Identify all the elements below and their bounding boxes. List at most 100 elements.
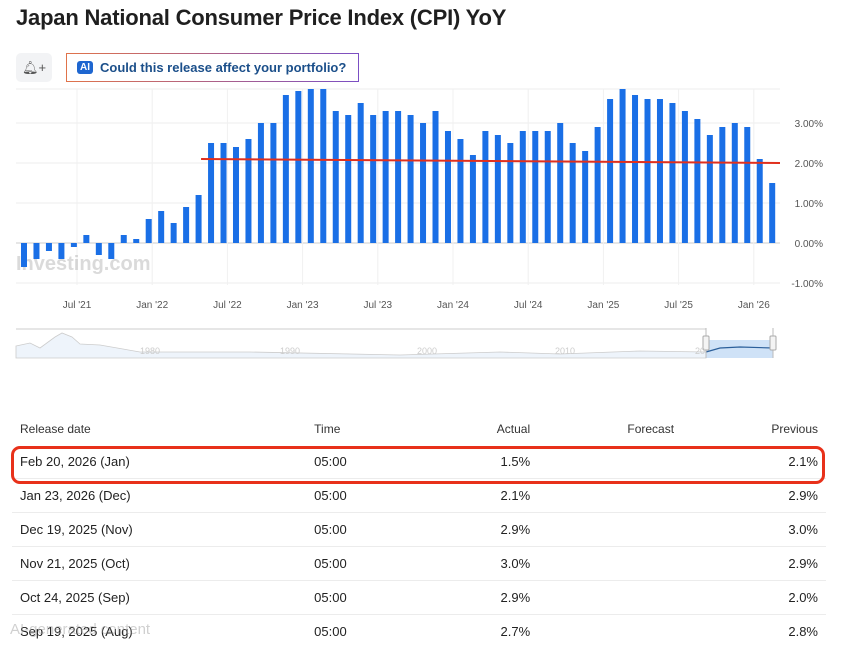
bar — [71, 243, 77, 247]
y-tick-label: 1.00% — [795, 199, 823, 210]
bar — [632, 95, 638, 243]
bar — [420, 123, 426, 243]
bar — [557, 123, 563, 243]
column-header: Forecast — [538, 412, 682, 445]
bar — [121, 235, 127, 243]
bar — [133, 239, 139, 243]
bar — [233, 147, 239, 243]
bar — [669, 103, 675, 243]
bar — [33, 243, 39, 259]
bar — [221, 143, 227, 243]
bar — [408, 115, 414, 243]
bar — [470, 155, 476, 243]
release-date-cell: Oct 24, 2025 (Sep) — [12, 581, 306, 615]
x-tick-label: Jul '25 — [664, 300, 693, 311]
bar — [96, 243, 102, 255]
column-header: Previous — [682, 412, 826, 445]
navigator-label: 2000 — [417, 346, 437, 356]
forecast-cell — [538, 581, 682, 615]
bar — [258, 123, 264, 243]
bar — [46, 243, 52, 251]
time-cell: 05:00 — [306, 513, 457, 547]
bar — [108, 243, 114, 259]
bar — [732, 123, 738, 243]
bar — [532, 131, 538, 243]
time-cell: 05:00 — [306, 581, 457, 615]
bar — [295, 91, 301, 243]
bar — [183, 207, 189, 243]
previous-cell: 2.0% — [682, 581, 826, 615]
bar — [270, 123, 276, 243]
time-cell: 05:00 — [306, 479, 457, 513]
bar — [482, 131, 488, 243]
forecast-cell — [538, 615, 682, 648]
x-tick-label: Jul '21 — [63, 300, 92, 311]
navigator-label: 20 — [695, 346, 705, 356]
actual-cell: 2.1% — [457, 479, 538, 513]
actual-cell: 3.0% — [457, 547, 538, 581]
x-tick-label: Jan '23 — [287, 300, 319, 311]
bar — [383, 111, 389, 243]
previous-cell: 2.9% — [682, 479, 826, 513]
bar — [507, 143, 513, 243]
bar — [370, 115, 376, 243]
bar — [358, 103, 364, 243]
navigator-label: 1980 — [140, 346, 160, 356]
actual-cell: 2.9% — [457, 513, 538, 547]
y-tick-label: 2.00% — [795, 159, 823, 170]
bar — [445, 131, 451, 243]
bar — [757, 159, 763, 243]
time-cell: 05:00 — [306, 445, 457, 479]
forecast-cell — [538, 547, 682, 581]
previous-cell: 3.0% — [682, 513, 826, 547]
previous-cell: 2.1% — [682, 445, 826, 479]
bar — [769, 183, 775, 243]
bar — [520, 131, 526, 243]
navigator-handle[interactable] — [770, 336, 776, 350]
navigator-label: 2010 — [555, 346, 575, 356]
bar — [308, 89, 314, 243]
bar — [570, 143, 576, 243]
bar — [595, 127, 601, 243]
bar — [345, 115, 351, 243]
x-tick-label: Jan '22 — [136, 300, 168, 311]
forecast-cell — [538, 479, 682, 513]
x-tick-label: Jul '23 — [364, 300, 393, 311]
bar — [283, 95, 289, 243]
bar — [694, 119, 700, 243]
bar — [545, 131, 551, 243]
release-date-cell: Nov 21, 2025 (Oct) — [12, 547, 306, 581]
release-date-cell: Dec 19, 2025 (Nov) — [12, 513, 306, 547]
y-tick-label: -1.00% — [791, 279, 823, 290]
actual-cell: 2.7% — [457, 615, 538, 648]
ai-content-watermark: AI-generated content — [10, 621, 150, 638]
bar — [620, 89, 626, 243]
bar — [196, 195, 202, 243]
bar — [495, 135, 501, 243]
column-header: Actual — [457, 412, 538, 445]
bar — [171, 223, 177, 243]
bar — [582, 151, 588, 243]
bar — [457, 139, 463, 243]
x-tick-label: Jul '22 — [213, 300, 242, 311]
navigator-label: 1990 — [280, 346, 300, 356]
bar — [707, 135, 713, 243]
bar — [146, 219, 152, 243]
previous-cell: 2.9% — [682, 547, 826, 581]
column-header: Release date — [12, 412, 306, 445]
column-header: Time — [306, 412, 457, 445]
navigator-history — [16, 333, 706, 358]
bar — [21, 243, 27, 267]
y-tick-label: 3.00% — [795, 119, 823, 130]
bar — [433, 111, 439, 243]
bar — [682, 111, 688, 243]
actual-cell: 2.9% — [457, 581, 538, 615]
